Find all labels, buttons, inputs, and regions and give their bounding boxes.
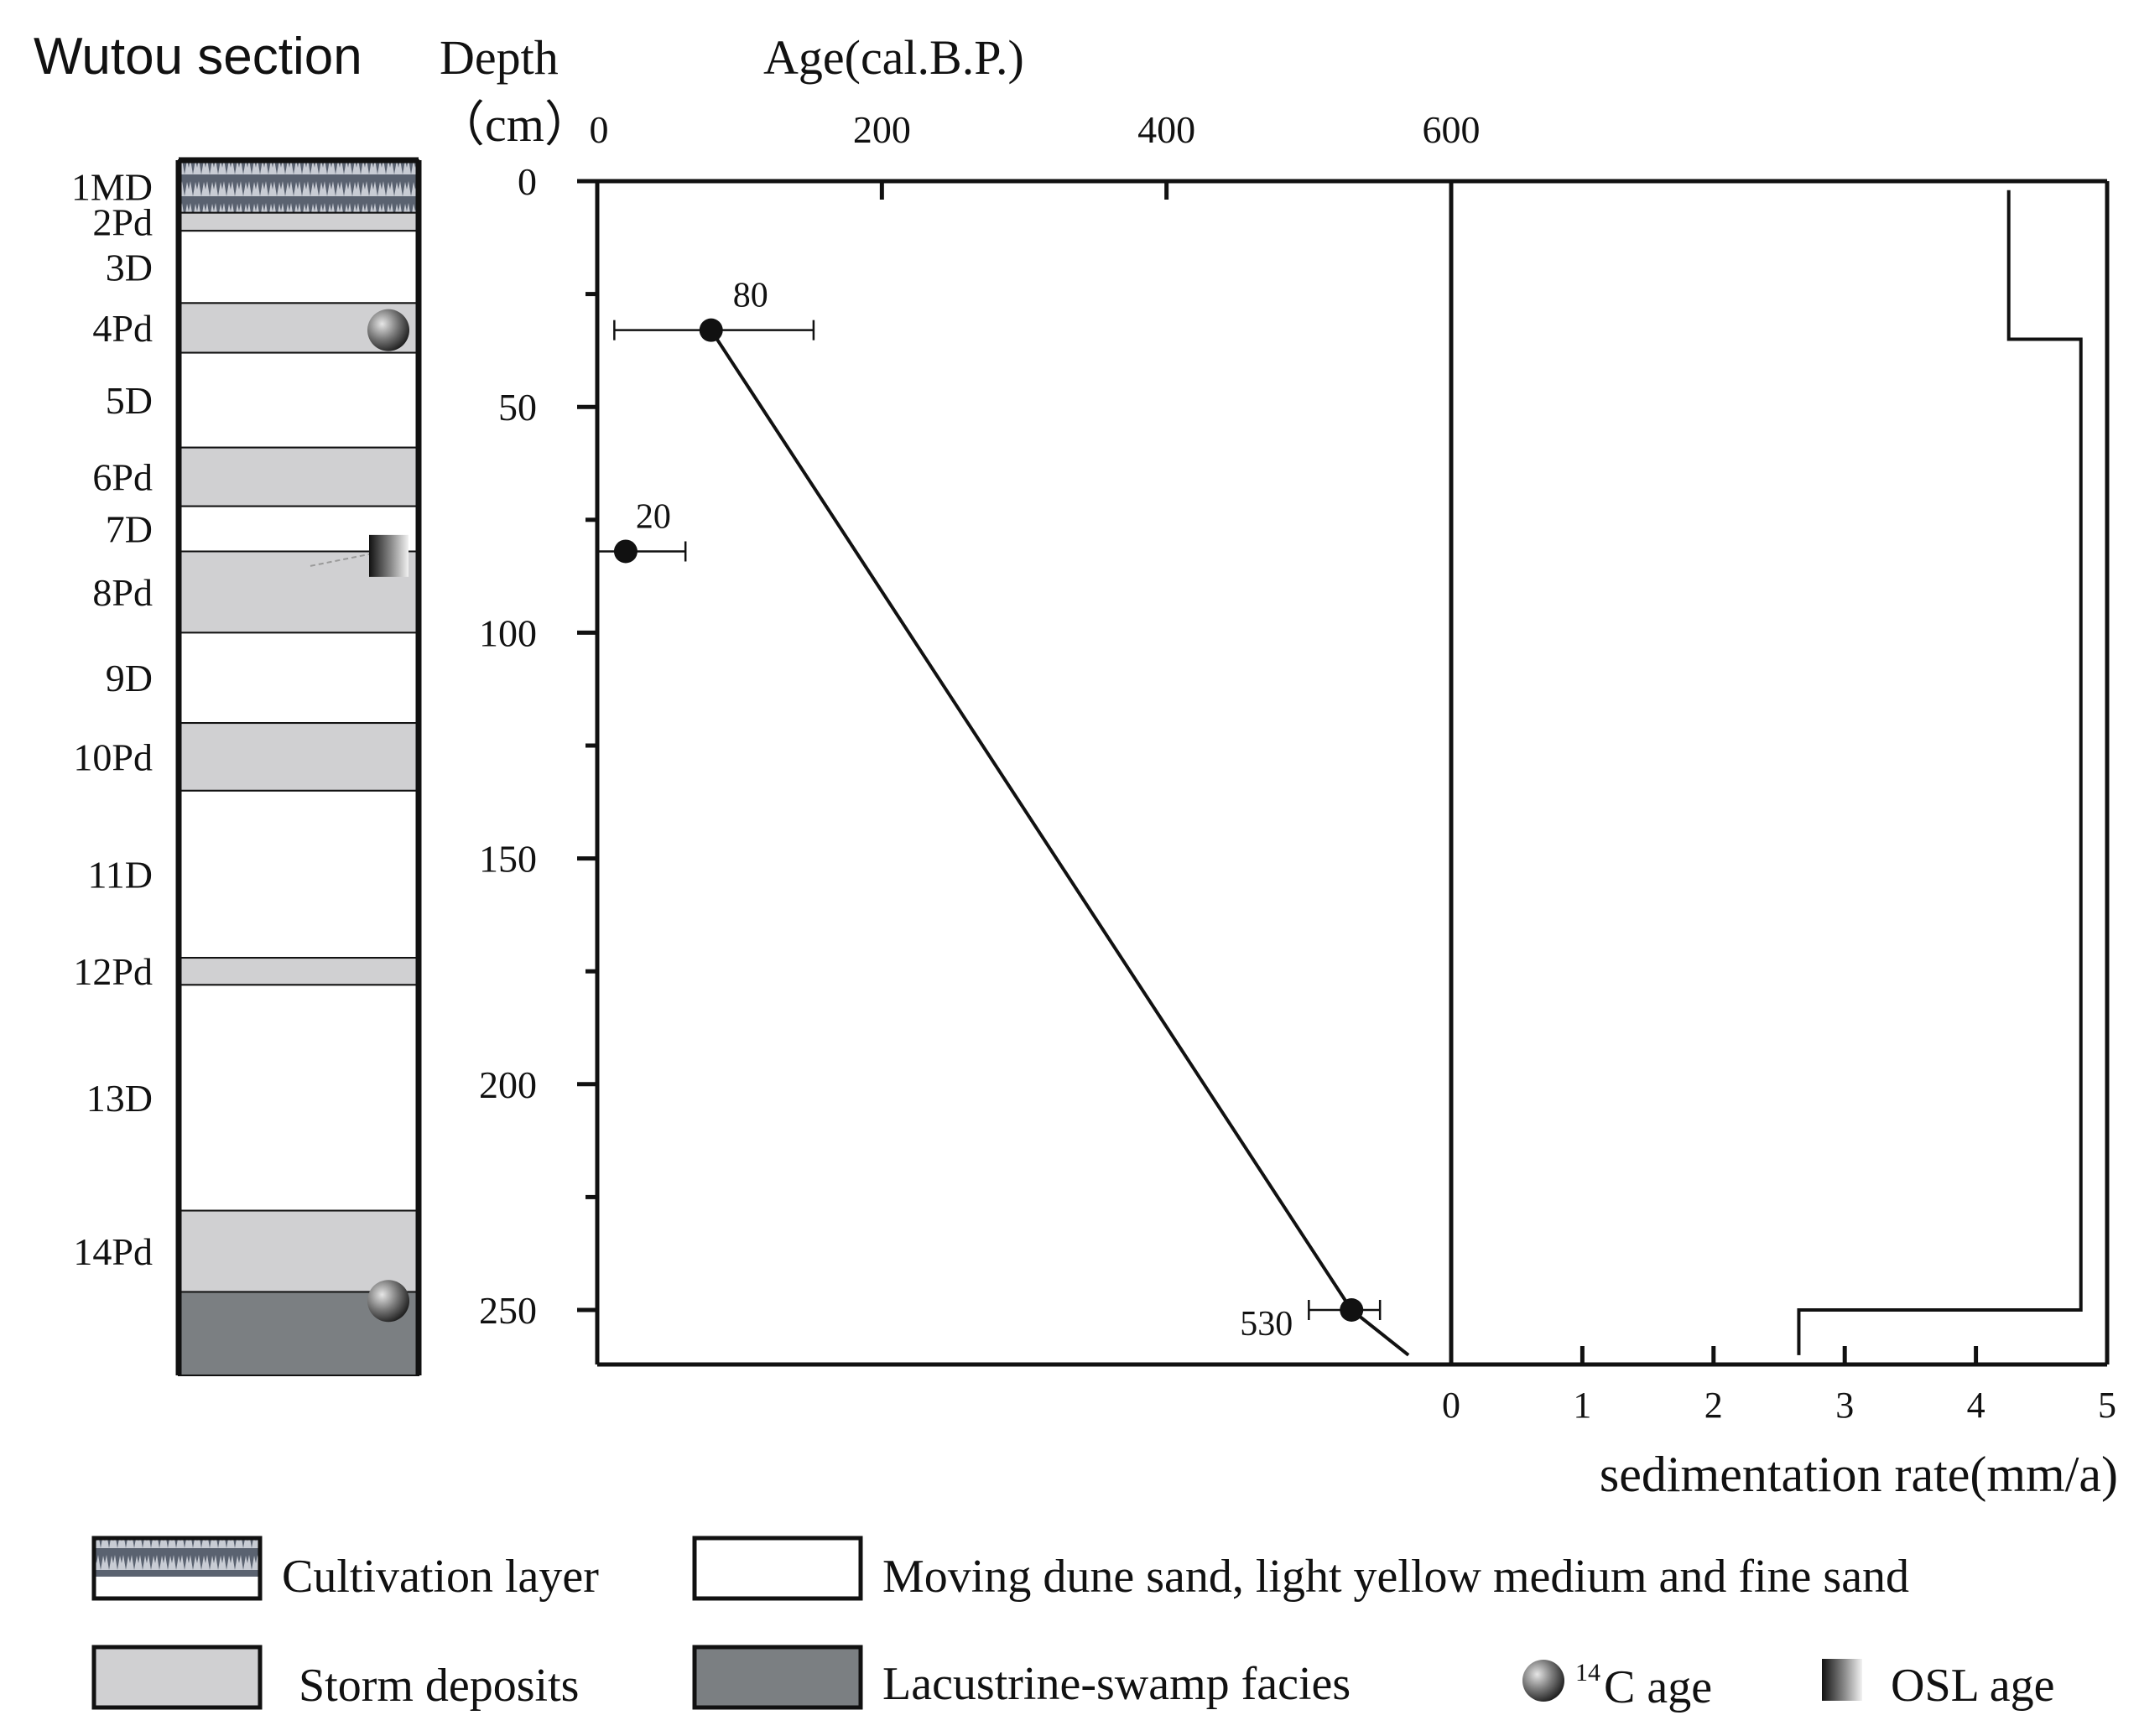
marker-14c — [367, 309, 409, 351]
layer-12pd — [178, 957, 419, 986]
legend-label-storm: Storm deposits — [299, 1660, 579, 1712]
rate-tick-label: 0 — [1442, 1385, 1460, 1426]
layer-5d — [178, 351, 419, 449]
layer-label: 12Pd — [73, 950, 153, 993]
layer-13d — [178, 984, 419, 1212]
layer-label: 6Pd — [92, 456, 153, 499]
layer-label: 1MD — [71, 165, 153, 208]
column-frame — [175, 157, 422, 1375]
sedimentation-rate-plot: 0 1 2 3 4 5 — [1442, 181, 2116, 1426]
legend-swatch-storm — [91, 1645, 263, 1710]
layer-label: 4Pd — [92, 307, 153, 350]
age-tick-label: 400 — [1137, 108, 1195, 151]
layer-label: 13D — [86, 1077, 153, 1120]
rate-tick-label: 1 — [1573, 1385, 1591, 1426]
layer-11d — [178, 789, 419, 959]
layer-label: 10Pd — [73, 735, 153, 778]
legend-14c-symbol — [1522, 1660, 1564, 1702]
legend-label-cultivation: Cultivation layer — [282, 1551, 599, 1603]
depth-tick-label: 100 — [479, 611, 537, 654]
age-point — [699, 318, 723, 342]
layer-label: 14Pd — [73, 1230, 153, 1273]
legend-label-dune: Moving dune sand, light yellow medium an… — [882, 1551, 1909, 1603]
depth-tick-label: 150 — [479, 838, 537, 881]
rate-axis-title: sedimentation rate(mm/a) — [1600, 1447, 2118, 1502]
layer-9d — [178, 632, 419, 725]
layer-10pd — [178, 722, 419, 792]
layer-2pd — [178, 211, 419, 232]
marker-osl — [369, 534, 409, 577]
depth-tick-label: 0 — [518, 160, 537, 203]
age-point — [1340, 1298, 1364, 1322]
marker-14c — [367, 1280, 409, 1323]
layer-label: 2Pd — [92, 200, 153, 243]
rate-tick-label: 3 — [1835, 1385, 1854, 1426]
legend-label-osl: OSL age — [1891, 1660, 2054, 1712]
depth-tick-label: 50 — [498, 386, 537, 429]
layer-label: 8Pd — [92, 571, 153, 614]
layer-label: 9D — [106, 657, 153, 699]
legend-14c-text: C age — [1604, 1661, 1712, 1713]
legend-label-lacustrine: Lacustrine-swamp facies — [882, 1658, 1351, 1710]
legend-swatch-cultivation-base — [94, 1577, 260, 1598]
legend: Cultivation layer Moving dune sand, ligh… — [91, 1536, 2054, 1713]
legend-swatch-dune — [692, 1536, 863, 1601]
layer-label: 7D — [106, 508, 153, 551]
age-depth-line — [710, 329, 1410, 1357]
legend-swatch-cultivation-border — [91, 1536, 263, 1601]
layer-3d — [178, 230, 419, 304]
legend-label-14c: 14 C age — [1575, 1659, 1712, 1713]
age-tick-label: 600 — [1423, 108, 1481, 151]
depth-axis-unit: （cm） — [436, 97, 593, 152]
section-title: Wutou section — [34, 28, 362, 86]
legend-14c-superscript: 14 — [1575, 1659, 1600, 1687]
rate-tick-label: 4 — [1967, 1385, 1985, 1426]
layer-14pd — [178, 1209, 419, 1293]
age-point-label: 530 — [1240, 1305, 1293, 1344]
rate-tick-label: 5 — [2098, 1385, 2116, 1426]
age-tick-label: 200 — [853, 108, 911, 151]
layer-6pd — [178, 446, 419, 507]
layer-label: 11D — [87, 853, 153, 896]
age-tick-label: 0 — [590, 108, 609, 151]
layer-label: 5D — [106, 379, 153, 422]
age-point-label: 20 — [636, 497, 671, 536]
rate-step-line — [1797, 190, 2083, 1355]
age-point — [613, 539, 638, 564]
legend-swatch-lacustrine — [692, 1645, 863, 1710]
depth-tick-label: 250 — [479, 1289, 537, 1332]
age-depth-plot: 0 200 400 600 0 50 100 150 200 250 80 20 530 — [479, 108, 2107, 1367]
layer-label: 3D — [106, 246, 153, 288]
marker-osl-leader — [310, 553, 370, 567]
legend-osl-symbol — [1822, 1659, 1862, 1701]
age-axis-title: Age(cal.B.P.) — [763, 30, 1024, 85]
depth-tick-label: 200 — [479, 1063, 537, 1106]
layer-1md — [178, 159, 419, 214]
depth-axis-title: Depth — [440, 30, 559, 85]
age-point-label: 80 — [733, 277, 768, 315]
rate-tick-label: 2 — [1704, 1385, 1723, 1426]
